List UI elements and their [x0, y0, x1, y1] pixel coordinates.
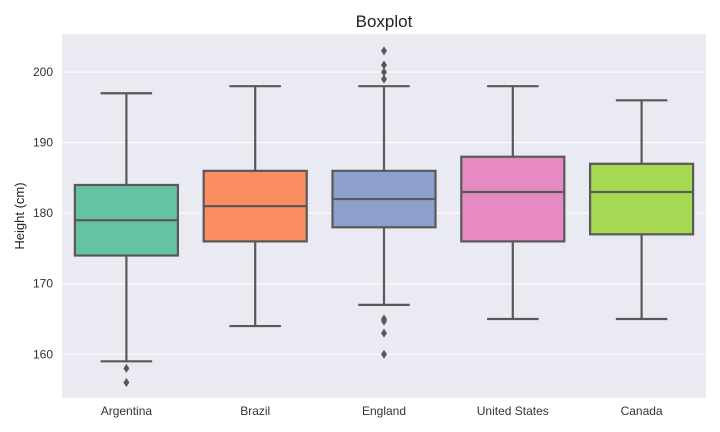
outlier-marker: [381, 74, 387, 84]
outlier-marker: [381, 46, 387, 56]
box-england: [331, 46, 437, 359]
outlier-marker: [123, 363, 130, 373]
outlier-marker: [381, 349, 387, 359]
y-axis-label: Height (cm): [12, 182, 27, 249]
outlier-marker: [381, 328, 387, 338]
y-tick-label: 180: [33, 206, 53, 220]
x-tick-label: Canada: [621, 404, 663, 418]
box-canada: [588, 99, 695, 321]
x-tick-label: United States: [477, 404, 549, 418]
y-axis-ticks: 160 170 180 190 200: [33, 65, 53, 361]
y-tick-label: 190: [33, 136, 53, 150]
x-tick-label: Argentina: [101, 404, 153, 418]
outlier-marker: [381, 67, 387, 77]
box-united-states: [460, 85, 566, 321]
outlier-marker: [123, 377, 130, 387]
y-tick-label: 160: [33, 347, 53, 361]
chart-title: Boxplot: [356, 12, 413, 31]
x-tick-label: England: [362, 404, 406, 418]
box-brazil: [202, 85, 308, 328]
x-axis-ticks: Argentina Brazil England United States Canad…: [101, 404, 663, 418]
y-tick-label: 170: [33, 277, 53, 291]
boxes: [73, 46, 695, 387]
y-tick-label: 200: [33, 65, 53, 79]
outlier-marker: [381, 60, 387, 70]
x-tick-label: Brazil: [240, 404, 270, 418]
box-argentina: [73, 92, 180, 387]
outlier-marker: [381, 316, 387, 326]
